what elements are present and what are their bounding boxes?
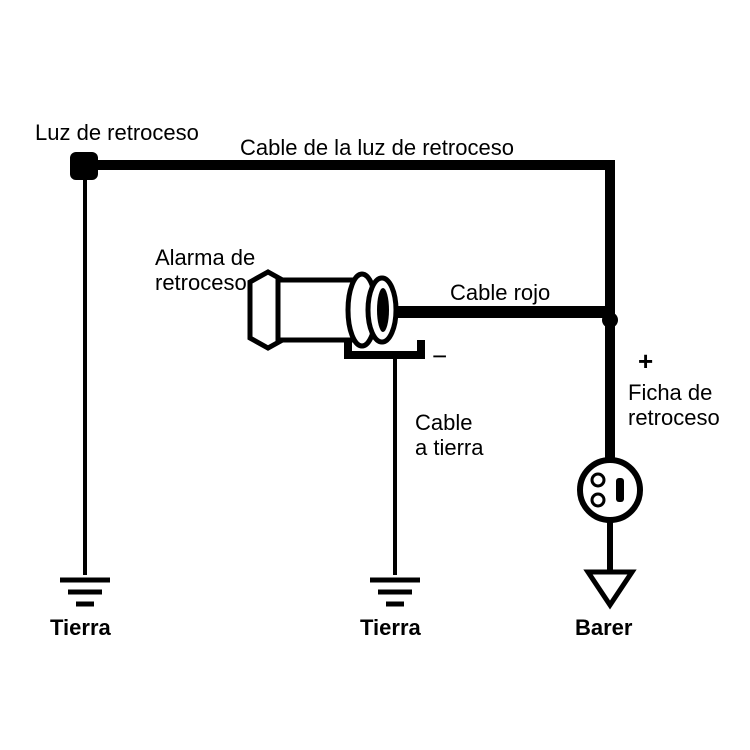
- plus-label: +: [638, 346, 653, 376]
- barer-arrow-icon: [588, 572, 632, 605]
- ground-left-label: Tierra: [50, 615, 112, 640]
- ground-mid-label: Tierra: [360, 615, 422, 640]
- red-cable-label: Cable rojo: [450, 280, 550, 305]
- reverse-plug-label-l2: retroceso: [628, 405, 720, 430]
- reverse-alarm-label-l2: retroceso: [155, 270, 247, 295]
- barer-label: Barer: [575, 615, 633, 640]
- reverse-plug-icon: [580, 460, 640, 520]
- reverse-plug-label-l1: Ficha de: [628, 380, 712, 405]
- ground-cable-label-l1: Cable: [415, 410, 472, 435]
- ground-symbol-mid-icon: [370, 580, 420, 604]
- ground-cable-label-l2: a tierra: [415, 435, 484, 460]
- reverse-light-cable-label: Cable de la luz de retroceso: [240, 135, 514, 160]
- ground-symbol-left-icon: [60, 580, 110, 604]
- reverse-light-label: Luz de retroceso: [35, 120, 199, 145]
- reverse-alarm-label-l1: Alarma de: [155, 245, 255, 270]
- minus-label: −: [432, 341, 447, 371]
- reverse-alarm-icon: [250, 272, 396, 348]
